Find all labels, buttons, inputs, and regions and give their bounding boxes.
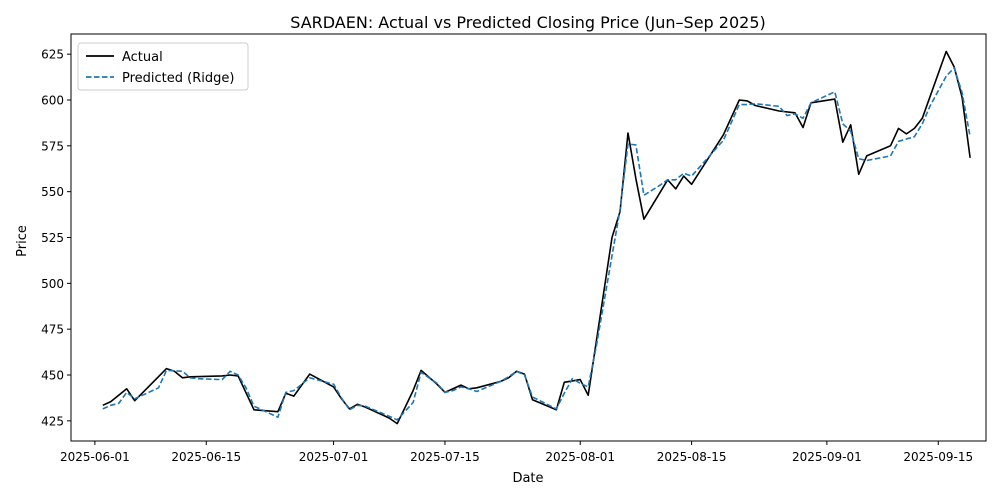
legend-label-actual: Actual bbox=[122, 50, 163, 65]
x-axis-label: Date bbox=[512, 471, 543, 486]
y-tick-label: 550 bbox=[41, 185, 64, 199]
y-tick-label: 600 bbox=[41, 94, 64, 108]
y-tick-label: 500 bbox=[41, 277, 64, 291]
chart-title: SARDAEN: Actual vs Predicted Closing Pri… bbox=[290, 13, 765, 32]
y-tick-label: 450 bbox=[41, 369, 64, 383]
legend: Actual Predicted (Ridge) bbox=[77, 42, 249, 91]
y-tick-label: 625 bbox=[41, 48, 64, 62]
y-axis-label: Price bbox=[15, 225, 30, 257]
x-tick-label: 2025-07-15 bbox=[410, 450, 480, 464]
legend-label-predicted: Predicted (Ridge) bbox=[122, 71, 234, 86]
series-line-predicted bbox=[102, 67, 971, 421]
y-tick-label: 425 bbox=[41, 414, 64, 428]
x-tick-label: 2025-09-15 bbox=[903, 450, 973, 464]
x-tick-label: 2025-08-15 bbox=[657, 450, 727, 464]
legend-box bbox=[77, 42, 249, 91]
plot-area bbox=[102, 50, 971, 425]
y-tick-label: 525 bbox=[41, 231, 64, 245]
y-axis: 425 450 475 500 525 550 575 600 625 bbox=[41, 48, 71, 428]
x-tick-label: 2025-06-15 bbox=[171, 450, 241, 464]
x-tick-label: 2025-08-01 bbox=[545, 450, 615, 464]
x-tick-label: 2025-06-01 bbox=[60, 450, 130, 464]
x-tick-label: 2025-07-01 bbox=[299, 450, 369, 464]
x-axis: 2025-06-01 2025-06-15 2025-07-01 2025-07-15… bbox=[60, 441, 973, 464]
y-tick-label: 575 bbox=[41, 139, 64, 153]
y-tick-label: 475 bbox=[41, 323, 64, 337]
x-tick-label: 2025-09-01 bbox=[792, 450, 862, 464]
